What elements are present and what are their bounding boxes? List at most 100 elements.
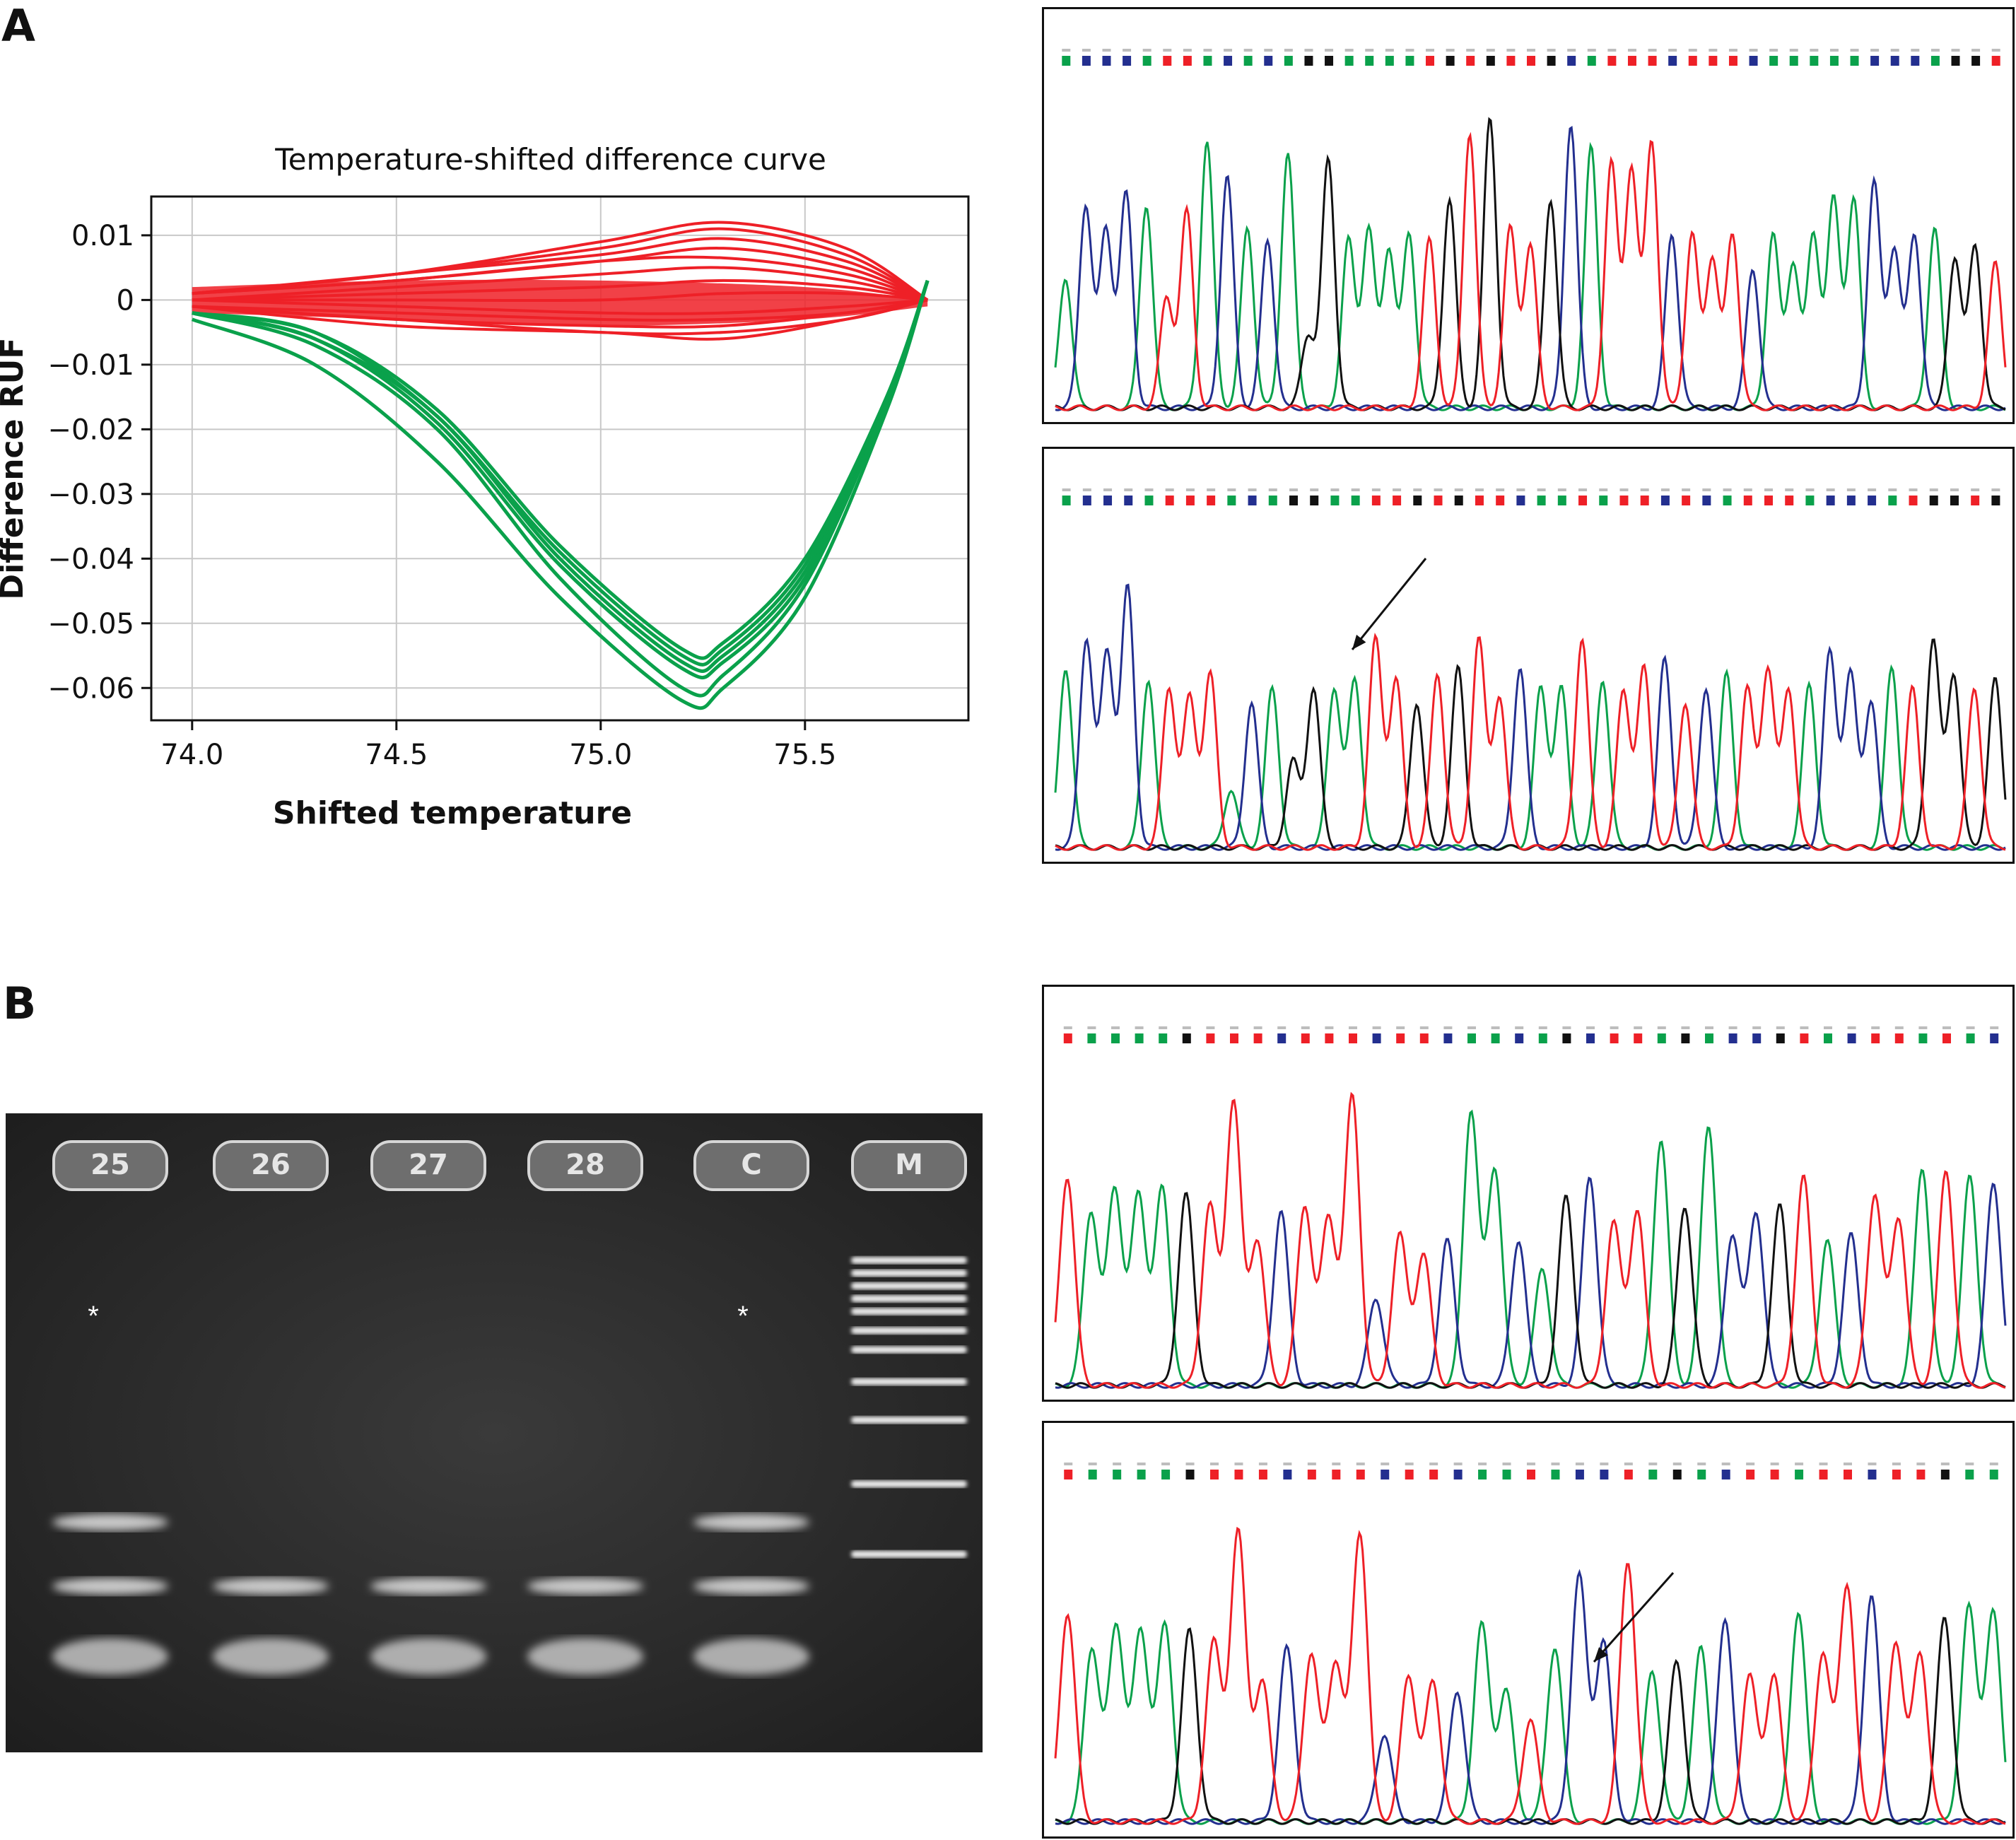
base-call-marker — [1890, 56, 1899, 66]
base-call-tick — [1349, 1026, 1357, 1029]
base-call-marker — [1660, 496, 1670, 505]
base-call-marker — [1381, 1470, 1390, 1479]
base-call-tick — [1064, 1463, 1073, 1465]
base-call-marker — [1810, 56, 1819, 66]
base-call-tick — [1183, 49, 1192, 52]
base-call-tick — [1607, 49, 1617, 52]
ladder-band — [851, 1550, 967, 1558]
base-call-tick — [1344, 49, 1354, 52]
base-call-marker — [1467, 1033, 1476, 1043]
base-call-marker — [1728, 1033, 1737, 1043]
base-call-marker — [1567, 56, 1576, 66]
base-call-marker — [1330, 496, 1340, 505]
variant-curve — [192, 280, 930, 660]
difference-curve-chart: Temperature-shifted difference curve Shi… — [0, 142, 970, 831]
base-call-tick — [1776, 1026, 1785, 1029]
base-call-marker — [1709, 56, 1718, 66]
base-call-tick — [1253, 1026, 1262, 1029]
base-call-marker — [1610, 1033, 1619, 1043]
dna-band — [213, 1577, 329, 1595]
base-call-tick — [1502, 1463, 1511, 1465]
base-call-tick — [1248, 488, 1257, 491]
base-call-marker — [1429, 1470, 1438, 1479]
base-call-tick — [1721, 1463, 1730, 1465]
x-axis-label: Shifted temperature — [273, 795, 632, 831]
base-call-tick — [1062, 488, 1071, 491]
base-call-tick — [1137, 1463, 1146, 1465]
base-call-tick — [1702, 488, 1711, 491]
base-call-marker — [1805, 496, 1815, 505]
base-call-tick — [1454, 488, 1463, 491]
base-call-tick — [1990, 1026, 1999, 1029]
base-call-tick — [1307, 1463, 1316, 1465]
base-call-tick — [1396, 1026, 1405, 1029]
base-call-tick — [1819, 1463, 1828, 1465]
ladder-band — [851, 1327, 967, 1335]
dna-band — [52, 1577, 168, 1595]
variant-arrowhead — [1352, 634, 1366, 650]
y-axis-label: Difference RUF — [0, 338, 30, 600]
base-call-tick — [1165, 488, 1174, 491]
base-call-tick — [1746, 1463, 1755, 1465]
base-call-tick — [1243, 49, 1253, 52]
base-call-tick — [1557, 488, 1566, 491]
base-call-marker — [1405, 56, 1414, 66]
base-call-tick — [1929, 488, 1938, 491]
dna-band — [527, 1577, 643, 1595]
base-call-tick — [1538, 1026, 1547, 1029]
y-tick-label: 0.01 — [71, 220, 134, 252]
base-call-tick — [1785, 488, 1794, 491]
gel-canvas: 25 * 26 27 28 C * M — [6, 1113, 983, 1752]
base-call-marker — [1396, 1033, 1405, 1043]
variant-arrow — [1593, 1572, 1675, 1663]
base-call-marker — [1672, 1470, 1682, 1479]
base-call-tick — [1087, 1026, 1096, 1029]
base-call-tick — [1496, 488, 1505, 491]
base-call-tick — [1310, 488, 1319, 491]
base-call-tick — [1660, 488, 1670, 491]
base-call-marker — [1371, 496, 1381, 505]
base-call-marker — [1419, 1033, 1429, 1043]
base-call-tick — [1088, 1463, 1097, 1465]
base-call-tick — [1648, 1463, 1658, 1465]
base-call-marker — [1062, 496, 1071, 505]
base-call-tick — [1770, 1463, 1779, 1465]
base-call-marker — [1705, 1033, 1713, 1043]
base-call-marker — [1124, 496, 1133, 505]
base-call-marker — [1385, 56, 1394, 66]
base-call-tick — [1610, 1026, 1619, 1029]
base-call-marker — [1721, 1470, 1730, 1479]
gel-well — [52, 1140, 168, 1191]
base-call-tick — [1185, 488, 1195, 491]
base-call-tick — [1277, 1026, 1287, 1029]
base-call-tick — [1283, 1463, 1292, 1465]
base-call-tick — [1111, 1026, 1120, 1029]
base-call-tick — [1551, 1463, 1560, 1465]
base-call-marker — [1916, 1470, 1926, 1479]
base-call-marker — [1800, 1033, 1809, 1043]
base-call-tick — [1527, 1463, 1535, 1465]
base-call-marker — [1776, 1033, 1785, 1043]
base-call-tick — [1446, 49, 1455, 52]
base-call-marker — [1648, 56, 1657, 66]
base-call-tick — [1527, 49, 1535, 52]
base-call-marker — [1551, 1470, 1560, 1479]
base-call-tick — [1393, 488, 1402, 491]
base-call-tick — [1351, 488, 1360, 491]
marker-asterisk: * — [737, 1301, 749, 1332]
base-call-tick — [1102, 49, 1111, 52]
base-call-marker — [1206, 1033, 1215, 1043]
base-call-tick — [1846, 488, 1856, 491]
base-call-marker — [1795, 1470, 1804, 1479]
base-call-marker — [1443, 1033, 1453, 1043]
base-call-tick — [1413, 488, 1422, 491]
base-call-marker — [1264, 56, 1273, 66]
dna-band — [693, 1638, 809, 1675]
base-call-marker — [1135, 1033, 1144, 1043]
base-call-tick — [1971, 488, 1980, 491]
dna-band — [527, 1638, 643, 1675]
base-call-marker — [1365, 56, 1374, 66]
lane-label: C — [741, 1149, 761, 1181]
base-call-tick — [1764, 488, 1773, 491]
base-call-tick — [1868, 488, 1877, 491]
